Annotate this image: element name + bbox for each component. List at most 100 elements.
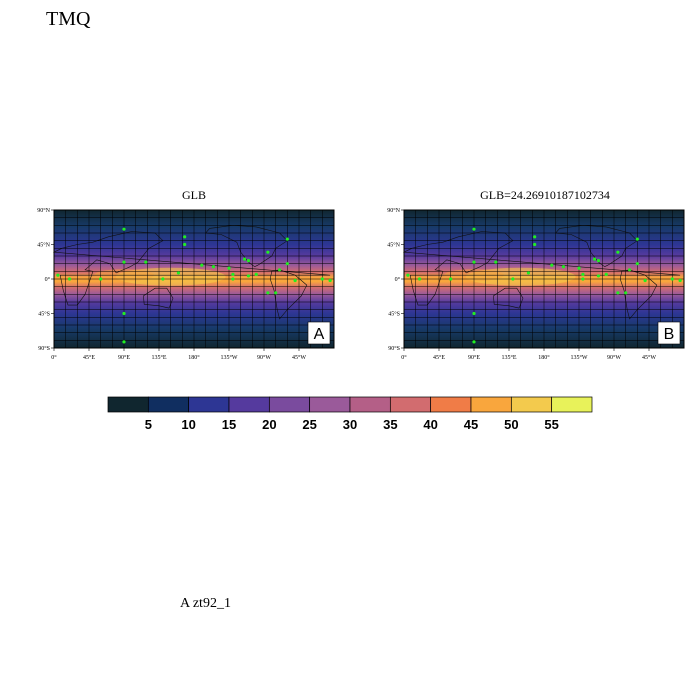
lon-tick-label: 0° [401,354,407,361]
station-marker [616,291,620,295]
station-marker [616,250,620,254]
station-marker [472,227,476,231]
station-marker [266,291,270,295]
panel-b-title: GLB=24.26910187102734 [480,188,610,202]
footer-label: A zt92_1 [180,596,231,611]
station-marker [293,278,297,283]
panel-letter-box [657,321,681,345]
lon-tick-label: 135°E [151,354,166,361]
station-marker [328,278,332,283]
lon-tick-label: 180° [188,354,200,361]
station-marker [122,311,126,316]
lon-tick-label: 135°W [570,354,587,361]
station-marker [678,278,682,283]
station-marker [472,340,476,344]
colorbar: 5 10 15 20 25 30 35 40 45 50 55 [107,396,593,432]
station-marker [227,266,231,270]
lon-tick-label: 45°W [642,354,656,361]
station-marker [144,260,148,264]
station-marker [266,250,270,254]
lon-tick-label: 135°W [220,354,237,361]
colorbar-label: 30 [343,417,357,432]
station-marker [533,235,537,239]
lat-tick-label: 90°N [37,207,50,214]
station-marker [246,259,251,263]
station-marker [122,227,126,231]
station-marker [627,268,632,272]
station-marker [526,271,531,275]
lat-tick-label: 0° [45,276,51,283]
lat-tick-label: 45°S [38,311,50,318]
panel-letter: B [664,326,675,343]
station-marker [285,237,289,241]
lat-tick-label: 90°S [388,345,400,352]
station-marker [670,277,674,281]
lon-tick-label: 90°E [468,354,480,361]
lon-tick-label: 90°W [257,354,271,361]
station-marker [122,260,126,264]
lat-tick-label: 90°N [387,207,400,214]
colorbar-swatch [430,396,472,413]
lon-tick-label: 45°E [433,354,445,361]
colorbar-label: 50 [504,417,518,432]
station-marker [581,272,585,276]
station-marker [577,266,581,270]
station-marker [320,277,324,281]
lon-tick-label: 0° [51,354,57,361]
station-marker [494,260,498,264]
station-marker [533,242,537,247]
colorbar-label: 45 [464,417,478,432]
station-marker [200,263,204,267]
lat-tick-label: 45°S [388,311,400,318]
station-marker [592,257,597,261]
map-panel-a: 90°N45°N0°45°S90°S0° 45°E 90°E 135°E 180° 135… [37,207,335,361]
station-marker [231,272,235,276]
colorbar-label: 15 [222,417,236,432]
station-marker [56,273,60,277]
colorbar-swatch [147,396,190,413]
station-marker [183,242,187,247]
station-marker [211,265,216,269]
station-marker [596,259,601,263]
station-marker [643,278,647,283]
station-marker [406,273,410,277]
colorbar-label: 40 [423,417,437,432]
station-marker [596,274,601,278]
panel-a-title: GLB [182,188,206,202]
station-marker [274,291,278,295]
page-title: TMQ [46,8,91,30]
map-panel-b: 90°N45°N0°45°S90°S0° 45°E 90°E 135°E 180° 135… [387,207,685,361]
station-marker [277,268,282,272]
colorbar-swatch [188,396,230,413]
panel-letter-box [307,321,331,345]
station-marker [635,237,639,241]
colorbar-swatch [470,396,512,413]
colorbar-swatch [349,396,391,413]
colorbar-swatch [551,396,593,413]
lon-tick-label: 90°E [118,354,130,361]
colorbar-swatch [228,396,270,413]
station-marker [183,235,187,239]
lat-tick-label: 90°S [38,345,50,352]
station-marker [417,277,422,281]
lat-tick-label: 45°N [37,242,50,249]
station-marker [581,277,585,281]
continent-outline [52,231,331,306]
lon-tick-label: 45°W [292,354,306,361]
station-marker [635,262,639,266]
station-marker [624,291,628,295]
station-marker [511,277,515,281]
lon-tick-label: 90°W [607,354,621,361]
lat-tick-label: 45°N [387,242,400,249]
station-marker [449,277,453,281]
station-marker [604,272,608,276]
continent-outline [402,231,681,306]
colorbar-label: 25 [302,417,316,432]
station-marker [99,277,103,281]
station-marker [242,257,247,261]
station-marker [472,260,476,264]
lat-tick-label: 0° [395,276,401,283]
continent-outline [143,287,174,309]
colorbar-label: 20 [262,417,276,432]
station-marker [176,271,181,275]
